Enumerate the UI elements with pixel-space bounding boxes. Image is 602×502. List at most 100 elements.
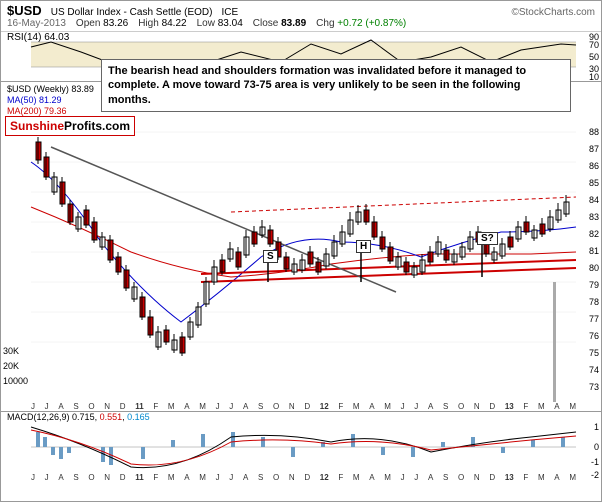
price-tick: 80 (589, 263, 599, 273)
x-tick: 12 (320, 473, 329, 482)
x-tick: N (289, 473, 295, 482)
price-tick: 84 (589, 195, 599, 205)
x-tick: J (401, 402, 405, 411)
x-tick: M (168, 402, 175, 411)
x-tick: M (569, 473, 576, 482)
x-tick: A (428, 473, 433, 482)
x-tick: F (338, 473, 343, 482)
x-tick: J (45, 402, 49, 411)
price-tick: 85 (589, 178, 599, 188)
x-tick: F (338, 402, 343, 411)
ticker-symbol: $USD (7, 3, 42, 18)
x-tick: 13 (505, 402, 514, 411)
macd-label: MACD(12,26,9) 0.715, 0.551, 0.165 (7, 412, 150, 422)
x-axis: JJASOND11FMAMJJASOND12FMAMJJASOND13FMAM (31, 402, 576, 411)
x-tick: N (104, 473, 110, 482)
x-tick: J (401, 473, 405, 482)
high-value: 84.22 (162, 18, 187, 29)
x-tick: J (414, 473, 418, 482)
x-tick: O (88, 473, 94, 482)
chart-date: 16-May-2013 (7, 18, 66, 29)
vol-tick: 20K (3, 361, 19, 371)
x-tick: A (58, 473, 63, 482)
x-tick: D (489, 402, 495, 411)
x-tick: M (199, 473, 206, 482)
x-tick: M (538, 473, 545, 482)
pattern-label: S (263, 250, 278, 263)
ma200-legend: MA(200) 79.36 (7, 106, 94, 117)
x-tick: S (443, 473, 448, 482)
annotation-text: The bearish head and shoulders formation… (101, 59, 571, 112)
x-tick: J (216, 473, 220, 482)
price-tick: 74 (589, 365, 599, 375)
x-tick: S (258, 473, 263, 482)
x-tick: O (88, 402, 94, 411)
macd-tick: 1 (594, 422, 599, 432)
x-tick: A (184, 473, 189, 482)
price-tick: 75 (589, 348, 599, 358)
x-tick: D (120, 473, 126, 482)
x-tick: J (31, 473, 35, 482)
x-axis-macd: JJASOND11FMAMJJASOND12FMAMJJASOND13FMAM (31, 473, 576, 482)
price-tick: 88 (589, 127, 599, 137)
x-tick: M (538, 402, 545, 411)
change-value: +0.72 (+0.87%) (337, 18, 406, 29)
x-tick: M (353, 402, 360, 411)
x-tick: F (153, 473, 158, 482)
price-tick: 86 (589, 161, 599, 171)
x-tick: J (45, 473, 49, 482)
x-tick: F (523, 402, 528, 411)
x-tick: O (273, 402, 279, 411)
x-tick: N (474, 402, 480, 411)
x-tick: O (458, 402, 464, 411)
x-tick: N (104, 402, 110, 411)
macd-chart (1, 412, 602, 482)
x-tick: S (443, 402, 448, 411)
x-tick: J (229, 402, 233, 411)
x-tick: O (273, 473, 279, 482)
x-tick: M (569, 402, 576, 411)
vol-tick: 10000 (3, 376, 28, 386)
x-tick: F (153, 402, 158, 411)
price-tick: 83 (589, 212, 599, 222)
x-tick: A (369, 402, 374, 411)
x-tick: M (384, 402, 391, 411)
ticker-description: US Dollar Index - Cash Settle (EOD) (51, 7, 213, 18)
x-tick: A (554, 473, 559, 482)
x-tick: S (73, 402, 78, 411)
x-tick: J (414, 402, 418, 411)
x-tick: D (489, 473, 495, 482)
ma50-legend: MA(50) 81.29 (7, 95, 94, 106)
x-tick: 12 (320, 402, 329, 411)
x-tick: S (258, 402, 263, 411)
x-tick: M (384, 473, 391, 482)
low-value: 83.04 (218, 18, 243, 29)
x-tick: J (216, 402, 220, 411)
x-tick: A (369, 473, 374, 482)
x-tick: 11 (135, 402, 143, 411)
x-tick: M (168, 473, 175, 482)
x-tick: 11 (135, 473, 143, 482)
x-tick: S (73, 473, 78, 482)
price-tick: 78 (589, 297, 599, 307)
macd-panel: MACD(12,26,9) 0.715, 0.551, 0.165 1 0 -1… (1, 412, 601, 482)
x-tick: D (304, 402, 310, 411)
x-tick: A (58, 402, 63, 411)
pattern-label: H (356, 240, 371, 253)
vol-tick: 30K (3, 346, 19, 356)
rsi-tick: 10 (589, 72, 599, 82)
exchange: ICE (222, 7, 239, 18)
price-tick: 81 (589, 246, 599, 256)
x-tick: 13 (505, 473, 514, 482)
pattern-label: S? (477, 232, 498, 245)
x-tick: A (428, 402, 433, 411)
price-tick: 79 (589, 280, 599, 290)
open-value: 83.26 (103, 18, 128, 29)
x-tick: M (199, 402, 206, 411)
x-tick: A (554, 402, 559, 411)
watermark-logo: SunshineProfits.com (5, 116, 135, 136)
macd-tick: -2 (591, 470, 599, 480)
rsi-label: RSI(14) 64.03 (7, 32, 69, 43)
close-value: 83.89 (281, 18, 306, 29)
price-tick: 82 (589, 229, 599, 239)
